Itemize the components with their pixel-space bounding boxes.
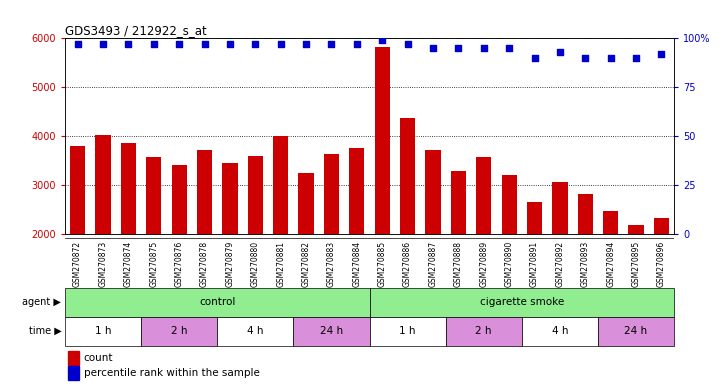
Text: 2 h: 2 h [171, 326, 187, 336]
Point [655, 51, 667, 57]
Bar [502, 175, 517, 332]
Bar [197, 150, 212, 332]
Bar [629, 225, 644, 332]
Bar [273, 136, 288, 332]
Bar [527, 202, 542, 332]
Bar [70, 146, 85, 332]
Bar [400, 118, 415, 332]
Text: GSM270886: GSM270886 [403, 240, 412, 287]
Text: GSM270892: GSM270892 [555, 240, 565, 287]
Text: GDS3493 / 212922_s_at: GDS3493 / 212922_s_at [65, 24, 207, 37]
Bar [298, 173, 314, 332]
Point [478, 45, 490, 51]
Bar [654, 218, 669, 332]
Text: 4 h: 4 h [247, 326, 264, 336]
Point [224, 41, 236, 47]
Bar [598, 317, 674, 346]
Text: GSM270879: GSM270879 [226, 240, 234, 287]
Point [528, 55, 540, 61]
Bar [146, 157, 162, 332]
Text: GSM270872: GSM270872 [73, 240, 82, 287]
Bar [446, 317, 522, 346]
Point [580, 55, 591, 61]
Point [275, 41, 286, 47]
Text: time ▶: time ▶ [29, 326, 61, 336]
Point [351, 41, 363, 47]
Bar [222, 163, 237, 332]
Bar [65, 317, 141, 346]
Point [503, 45, 515, 51]
Text: GSM270888: GSM270888 [454, 240, 463, 286]
Text: percentile rank within the sample: percentile rank within the sample [84, 368, 260, 378]
Point [428, 45, 439, 51]
Bar [578, 194, 593, 332]
Text: 24 h: 24 h [320, 326, 343, 336]
Bar [172, 165, 187, 332]
Bar [603, 211, 619, 332]
Text: GSM270887: GSM270887 [428, 240, 438, 287]
Point [97, 41, 109, 47]
Bar [369, 288, 674, 317]
Point [148, 41, 159, 47]
Bar [65, 288, 369, 317]
Text: 2 h: 2 h [475, 326, 492, 336]
Bar [552, 182, 567, 332]
Bar [293, 317, 369, 346]
Bar [95, 135, 110, 332]
Text: GSM270873: GSM270873 [99, 240, 107, 287]
Bar [68, 351, 79, 365]
Bar [369, 317, 446, 346]
Text: GSM270889: GSM270889 [479, 240, 488, 287]
Text: cigarette smoke: cigarette smoke [479, 297, 564, 308]
Point [326, 41, 337, 47]
Text: 1 h: 1 h [94, 326, 111, 336]
Bar [425, 150, 441, 332]
Text: 1 h: 1 h [399, 326, 416, 336]
Point [199, 41, 211, 47]
Bar [248, 156, 263, 332]
Text: GSM270891: GSM270891 [530, 240, 539, 287]
Point [123, 41, 134, 47]
Text: control: control [199, 297, 235, 308]
Text: GSM270890: GSM270890 [505, 240, 513, 287]
Point [453, 45, 464, 51]
Text: agent ▶: agent ▶ [22, 297, 61, 308]
Bar [451, 170, 466, 332]
Bar [476, 157, 492, 332]
Text: GSM270876: GSM270876 [174, 240, 184, 287]
Text: count: count [84, 353, 113, 363]
Text: GSM270882: GSM270882 [301, 240, 311, 286]
Bar [68, 366, 79, 380]
Text: GSM270885: GSM270885 [378, 240, 386, 287]
Text: GSM270881: GSM270881 [276, 240, 286, 286]
Text: GSM270874: GSM270874 [124, 240, 133, 287]
Text: GSM270884: GSM270884 [353, 240, 361, 287]
Text: GSM270878: GSM270878 [200, 240, 209, 287]
Text: GSM270880: GSM270880 [251, 240, 260, 287]
Text: GSM270875: GSM270875 [149, 240, 158, 287]
Text: GSM270893: GSM270893 [581, 240, 590, 287]
Point [376, 37, 388, 43]
Text: 4 h: 4 h [552, 326, 568, 336]
Bar [324, 154, 339, 332]
Text: 24 h: 24 h [624, 326, 647, 336]
Point [605, 55, 616, 61]
Point [402, 41, 413, 47]
Bar [141, 317, 217, 346]
Text: GSM270896: GSM270896 [657, 240, 666, 287]
Point [249, 41, 261, 47]
Point [72, 41, 84, 47]
Point [173, 41, 185, 47]
Text: GSM270894: GSM270894 [606, 240, 615, 287]
Bar [522, 317, 598, 346]
Point [300, 41, 311, 47]
Text: GSM270895: GSM270895 [632, 240, 640, 287]
Point [554, 49, 566, 55]
Bar [349, 148, 364, 332]
Text: GSM270883: GSM270883 [327, 240, 336, 287]
Bar [217, 317, 293, 346]
Bar [120, 143, 136, 332]
Bar [375, 47, 390, 332]
Point [630, 55, 642, 61]
